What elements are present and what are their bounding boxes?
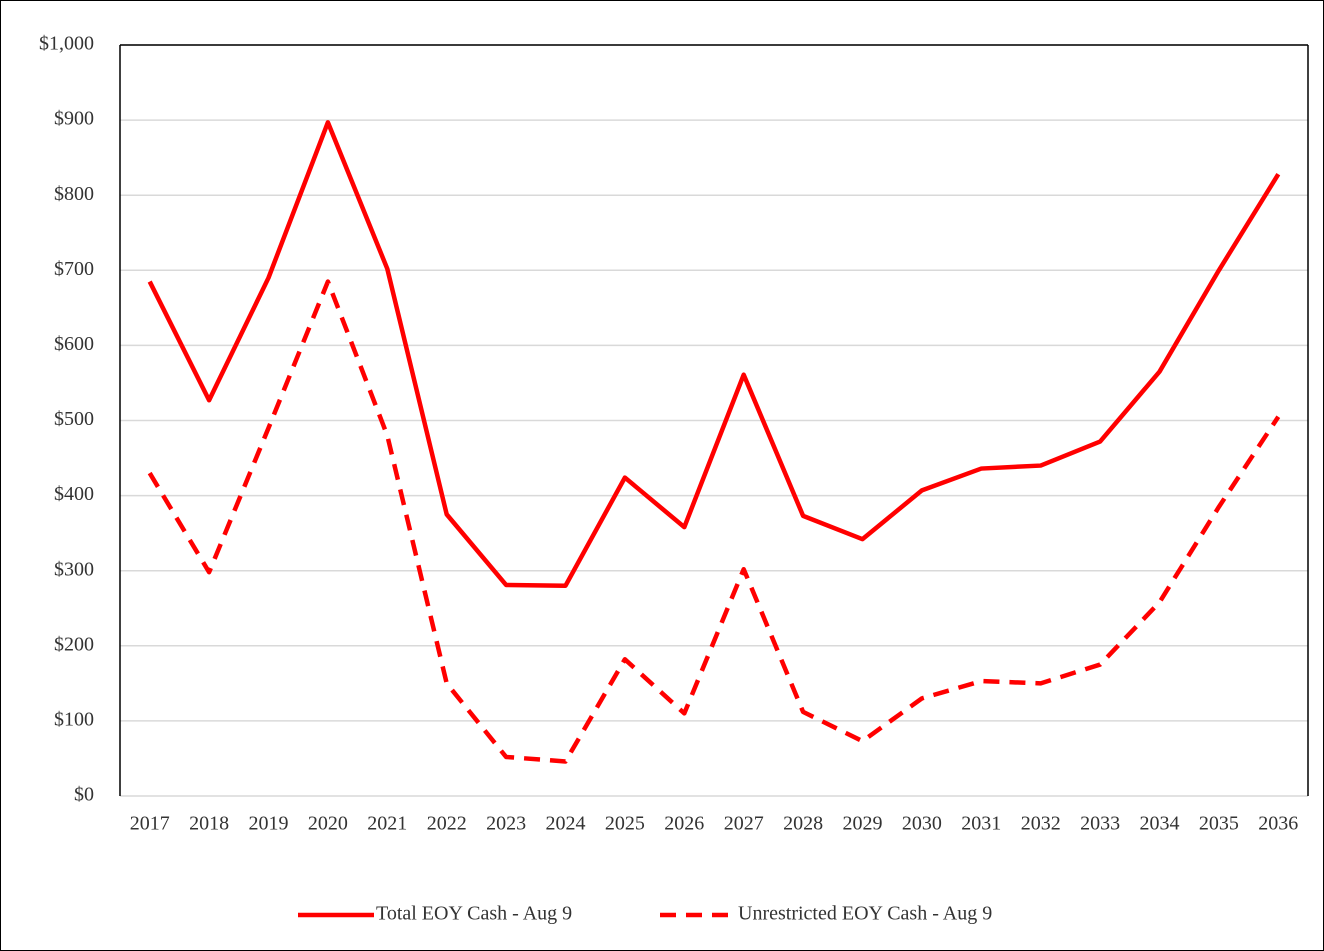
x-tick-label: 2036 <box>1258 813 1298 835</box>
x-tick-label: 2017 <box>130 813 170 835</box>
x-tick-label: 2035 <box>1199 813 1239 835</box>
y-tick-label: $0 <box>74 784 94 806</box>
y-tick-label: $100 <box>54 708 94 730</box>
legend-label: Unrestricted EOY Cash - Aug 9 <box>738 903 992 925</box>
x-tick-label: 2034 <box>1140 813 1180 835</box>
x-tick-label: 2019 <box>249 813 289 835</box>
legend-label: Total EOY Cash - Aug 9 <box>376 903 572 925</box>
series-line <box>147 120 1281 588</box>
y-tick-label: $1,000 <box>39 33 94 55</box>
y-tick-label: $500 <box>54 408 94 430</box>
series-line <box>147 279 1281 764</box>
x-tick-label: 2026 <box>664 813 704 835</box>
y-tick-label: $900 <box>54 108 94 130</box>
y-tick-label: $800 <box>54 183 94 205</box>
y-tick-label: $400 <box>54 483 94 505</box>
y-tick-label: $700 <box>54 258 94 280</box>
x-tick-label: 2024 <box>546 813 586 835</box>
x-tick-label: 2031 <box>961 813 1001 835</box>
x-tick-label: 2018 <box>189 813 229 835</box>
x-tick-label: 2025 <box>605 813 645 835</box>
x-tick-label: 2022 <box>427 813 467 835</box>
y-tick-label: $200 <box>54 633 94 655</box>
x-tick-label: 2020 <box>308 813 348 835</box>
x-tick-label: 2028 <box>783 813 823 835</box>
x-tick-label: 2027 <box>724 813 764 835</box>
x-tick-label: 2030 <box>902 813 942 835</box>
y-tick-label: $600 <box>54 333 94 355</box>
x-tick-label: 2029 <box>843 813 883 835</box>
x-tick-label: 2023 <box>486 813 526 835</box>
y-tick-label: $300 <box>54 558 94 580</box>
x-tick-label: 2033 <box>1080 813 1120 835</box>
x-tick-label: 2032 <box>1021 813 1061 835</box>
x-tick-label: 2021 <box>367 813 407 835</box>
